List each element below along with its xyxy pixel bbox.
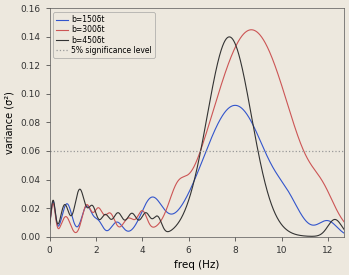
b=300δt [47,224,52,227]
Y-axis label: variance (σ²): variance (σ²) [5,91,15,154]
b=150δt [239,106,243,109]
b=450δt [101,214,105,218]
b=300δt [249,28,253,31]
b=450δt [290,231,294,235]
b=300δt [342,220,346,224]
Line: b=300δt: b=300δt [50,30,344,233]
b=300δt [160,217,164,220]
b=450δt [47,223,52,227]
5% significance level [70,149,75,153]
b=450δt [160,223,164,226]
b=150δt [160,205,164,208]
b=150δt [290,196,294,199]
b=450δt [310,235,314,238]
Line: b=150δt: b=150δt [50,105,344,233]
b=150δt [101,226,105,229]
X-axis label: freq (Hz): freq (Hz) [174,260,220,270]
b=300δt [267,50,272,53]
b=300δt [74,231,78,234]
Line: b=450δt: b=450δt [50,37,344,236]
b=450δt [227,35,231,39]
b=450δt [239,62,243,65]
Legend: b=150δt, b=300δt, b=450δt, 5% significance level: b=150δt, b=300δt, b=450δt, 5% significan… [53,12,155,58]
b=300δt [239,35,243,39]
b=300δt [224,68,228,71]
b=450δt [224,37,228,40]
b=300δt [101,212,105,215]
b=300δt [290,116,294,120]
b=450δt [267,197,272,200]
b=150δt [342,232,346,235]
b=150δt [267,159,272,163]
b=150δt [224,109,228,112]
5% significance level [47,149,52,153]
b=150δt [233,104,237,107]
b=150δt [47,224,52,227]
b=450δt [342,228,346,231]
